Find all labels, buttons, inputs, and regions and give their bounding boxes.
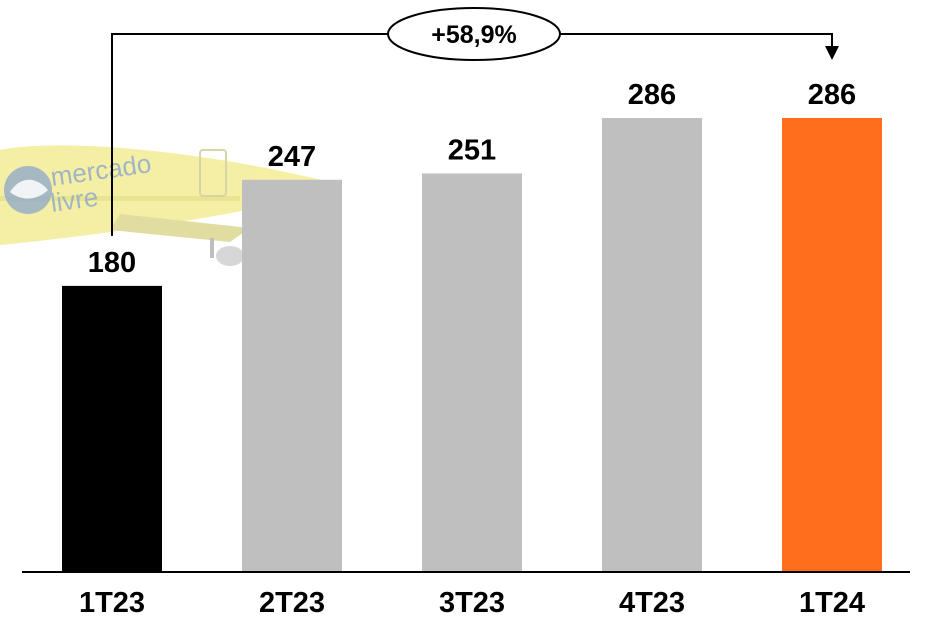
logo-text-line2: livre	[49, 182, 100, 218]
growth-badge	[387, 7, 561, 61]
bar-1t24	[782, 118, 882, 571]
bars-layer	[62, 118, 882, 572]
value-label-1t23: 180	[88, 247, 136, 279]
growth-label: +58,9%	[431, 21, 517, 49]
value-label-1t24: 286	[808, 79, 856, 111]
airplane-watermark-icon: mercado livre	[0, 145, 330, 266]
bar-1t23	[62, 285, 162, 571]
value-label-4t23: 286	[628, 79, 676, 111]
value-label-3t23: 251	[448, 134, 496, 166]
tick-label-3t23: 3T23	[439, 587, 505, 619]
value-label-2t23: 247	[268, 141, 316, 173]
value-labels-layer: 180 247 251 286 286	[88, 79, 856, 279]
tick-label-1t24: 1T24	[799, 587, 865, 619]
bar-4t23	[602, 118, 702, 571]
bar-2t23	[242, 179, 342, 572]
tick-label-1t23: 1T23	[79, 587, 145, 619]
tick-label-2t23: 2T23	[259, 587, 325, 619]
bar-3t23	[422, 173, 522, 571]
growth-arrow-icon	[825, 46, 839, 60]
growth-annotation: +58,9%	[111, 7, 839, 236]
tick-label-4t23: 4T23	[619, 587, 685, 619]
tick-labels-layer: 1T23 2T23 3T23 4T23 1T24	[79, 587, 865, 619]
